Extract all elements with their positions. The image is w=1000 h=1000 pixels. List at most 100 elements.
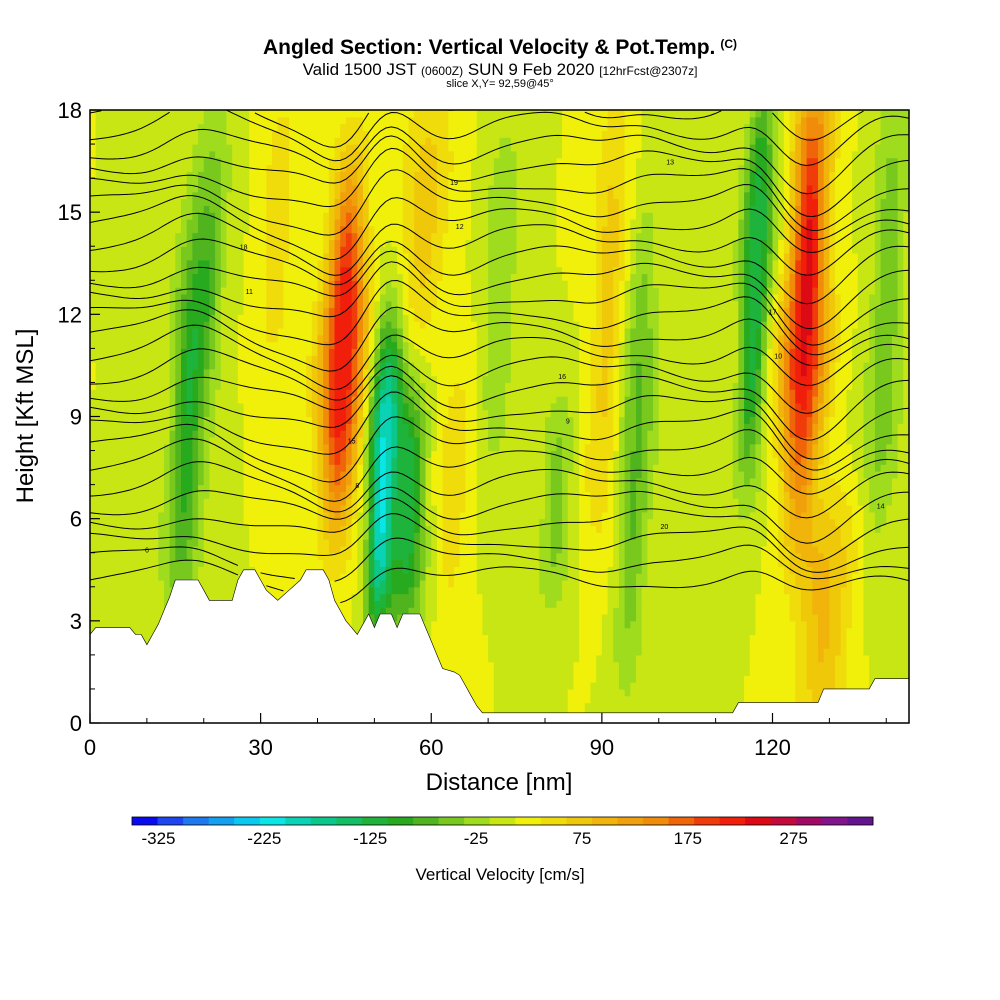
velocity-cell	[175, 396, 182, 404]
velocity-cell	[158, 457, 165, 465]
velocity-cell	[95, 327, 102, 336]
velocity-cell	[232, 573, 239, 581]
velocity-cell	[391, 150, 398, 159]
velocity-cell	[158, 416, 165, 424]
velocity-cell	[380, 327, 387, 336]
velocity-cell	[340, 178, 347, 186]
velocity-cell	[289, 389, 296, 397]
velocity-cell	[135, 327, 142, 336]
velocity-cell	[289, 477, 296, 486]
velocity-cell	[163, 293, 171, 302]
velocity-cell	[323, 334, 330, 343]
velocity-cell	[163, 178, 171, 186]
velocity-cell	[215, 396, 222, 404]
velocity-cell	[215, 130, 222, 138]
velocity-cell	[95, 600, 102, 608]
velocity-cell	[181, 409, 188, 418]
velocity-cell	[328, 525, 336, 533]
velocity-cell	[141, 470, 148, 479]
velocity-cell	[385, 573, 393, 581]
velocity-cell	[351, 498, 358, 506]
velocity-cell	[328, 416, 336, 424]
velocity-cell	[380, 382, 387, 390]
velocity-cell	[311, 416, 319, 424]
velocity-cell	[272, 593, 279, 601]
velocity-cell	[385, 273, 393, 281]
velocity-cell	[112, 518, 120, 527]
velocity-cell	[351, 225, 358, 234]
velocity-cell	[277, 389, 284, 397]
velocity-cell	[368, 191, 375, 200]
velocity-cell	[402, 559, 410, 567]
velocity-cell	[118, 430, 125, 438]
velocity-cell	[118, 362, 125, 370]
velocity-cell	[260, 212, 267, 220]
velocity-cell	[192, 389, 199, 397]
velocity-cell	[351, 423, 358, 431]
velocity-cell	[118, 436, 125, 445]
velocity-cell	[294, 123, 302, 132]
velocity-cell	[232, 525, 239, 533]
velocity-cell	[232, 205, 239, 213]
velocity-cell	[186, 307, 193, 315]
velocity-cell	[181, 253, 188, 261]
velocity-cell	[192, 457, 199, 465]
velocity-cell	[368, 355, 375, 363]
velocity-cell	[215, 532, 222, 540]
velocity-cell	[368, 614, 375, 622]
velocity-cell	[152, 389, 159, 397]
velocity-cell	[152, 552, 159, 561]
velocity-cell	[135, 402, 142, 411]
velocity-cell	[289, 382, 296, 390]
velocity-cell	[266, 157, 273, 166]
velocity-cell	[380, 130, 387, 138]
velocity-cell	[300, 505, 307, 513]
velocity-cell	[306, 470, 313, 479]
velocity-cell	[289, 491, 296, 499]
velocity-cell	[391, 375, 398, 384]
velocity-cell	[260, 464, 267, 472]
velocity-cell	[203, 314, 211, 322]
velocity-cell	[146, 273, 154, 281]
velocity-cell	[203, 321, 211, 329]
velocity-cell	[192, 266, 199, 275]
velocity-cell	[374, 614, 381, 622]
velocity-cell	[90, 573, 97, 581]
velocity-cell	[289, 355, 296, 363]
velocity-cell	[283, 341, 290, 349]
velocity-cell	[124, 368, 131, 377]
velocity-cell	[101, 416, 108, 424]
velocity-cell	[294, 314, 302, 322]
velocity-cell	[363, 511, 370, 520]
velocity-cell	[385, 457, 393, 465]
velocity-cell	[277, 545, 284, 554]
velocity-cell	[357, 375, 364, 384]
velocity-cell	[169, 402, 176, 411]
velocity-cell	[323, 362, 330, 370]
velocity-cell	[101, 552, 108, 561]
velocity-cell	[368, 150, 375, 159]
velocity-cell	[101, 382, 108, 390]
velocity-cell	[397, 525, 404, 533]
velocity-cell	[237, 470, 245, 479]
velocity-cell	[141, 287, 148, 295]
velocity-cell	[152, 144, 159, 152]
velocity-cell	[328, 171, 336, 179]
velocity-cell	[311, 477, 319, 486]
velocity-cell	[181, 293, 188, 302]
velocity-cell	[272, 436, 279, 445]
velocity-cell	[175, 191, 182, 200]
velocity-cell	[146, 416, 154, 424]
velocity-cell	[169, 157, 176, 166]
velocity-cell	[283, 368, 290, 377]
velocity-cell	[380, 498, 387, 506]
velocity-cell	[351, 362, 358, 370]
velocity-cell	[141, 375, 148, 384]
velocity-cell	[266, 450, 273, 458]
velocity-cell	[158, 375, 165, 384]
velocity-cell	[334, 579, 341, 588]
velocity-cell	[317, 198, 324, 206]
velocity-cell	[272, 491, 279, 499]
velocity-cell	[283, 321, 290, 329]
velocity-cell	[141, 614, 148, 622]
